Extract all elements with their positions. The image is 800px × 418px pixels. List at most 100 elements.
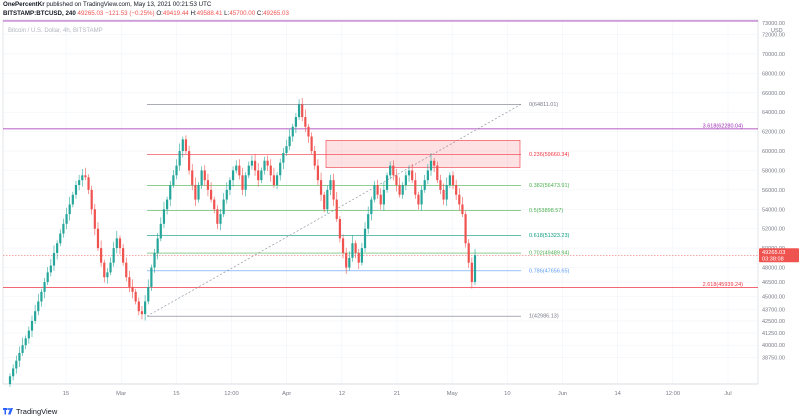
candle-body [461, 204, 464, 215]
candle-body [175, 165, 178, 176]
candle-body [398, 185, 401, 195]
x-tick-label: 15 [173, 391, 179, 397]
price-chart[interactable]: 38750.00 40000.00 41250.00 42500.00 43700.00… [0, 18, 800, 404]
candle-body [451, 175, 455, 186]
candle-body [417, 194, 420, 205]
candle-body [414, 180, 417, 195]
candle-body [184, 139, 188, 152]
candle-body [319, 180, 323, 195]
candle-body [43, 282, 46, 292]
candle-body [370, 199, 373, 215]
currency-label: USD [771, 28, 783, 34]
x-tick-label: 12:00 [666, 391, 681, 397]
candle-body [30, 320, 34, 331]
candle-body [442, 189, 445, 200]
x-tick-label: Jun [558, 391, 567, 397]
candle-body [392, 165, 395, 176]
candle-body [407, 170, 411, 176]
candle-body [109, 262, 112, 273]
candle-body [282, 152, 285, 163]
candle-body [360, 248, 363, 263]
x-tick-label: 21 [394, 391, 400, 397]
candle-body [310, 136, 313, 152]
candle-body [34, 311, 37, 321]
candle-body [84, 175, 87, 178]
y-tick-label: 60000.00 [762, 149, 785, 155]
ohlc-line: BITSTAMP:BTCUSD, 240 49265.03 −121.53 (−… [3, 10, 763, 19]
candle-body [250, 160, 254, 166]
candle-body [238, 165, 241, 176]
price-change: −121.53 (−0.25%) [105, 9, 155, 17]
candle-body [348, 257, 351, 268]
candle-body [137, 301, 140, 312]
candle-body [275, 175, 279, 186]
candle-body [172, 175, 175, 186]
candle-body [134, 291, 137, 302]
candle-body [363, 228, 367, 249]
candle-body [90, 189, 93, 210]
candle-body [106, 272, 109, 278]
candle-body [307, 126, 310, 137]
candle-body [140, 311, 144, 315]
candle-body [288, 136, 291, 147]
candle-body [159, 223, 162, 239]
candle-body [18, 352, 21, 361]
candle-body [181, 139, 184, 152]
x-tick-label: 15 [63, 391, 69, 397]
candle-body [351, 243, 354, 258]
x-tick-label: 12:00 [224, 391, 239, 397]
candle-body [49, 265, 52, 273]
candle-body [122, 248, 125, 263]
candle-body [162, 209, 166, 224]
candle-body [279, 162, 282, 176]
x-tick-label: May [447, 391, 458, 397]
tradingview-logo-icon[interactable] [3, 407, 13, 415]
high-label: H: [190, 9, 197, 17]
candle-body [323, 194, 326, 210]
candle-body [470, 262, 473, 283]
candle-body [62, 223, 65, 234]
candle-body [404, 175, 407, 186]
candle-body [194, 185, 197, 200]
candle-body [8, 376, 12, 384]
candle-body [228, 180, 232, 190]
footer: TradingView [3, 404, 57, 418]
candle-body [467, 243, 470, 263]
candle-body [131, 286, 134, 292]
candle-body [213, 199, 216, 210]
candle-body [46, 272, 49, 283]
candle-body [165, 199, 169, 210]
candle-body [37, 301, 40, 312]
candle-body [335, 199, 338, 219]
fib-extension-label: 3.618(62280.04) [703, 123, 744, 129]
candle-body [81, 175, 84, 181]
resistance-zone [325, 140, 521, 168]
fib-level-label: 0.786(47656.65) [529, 268, 570, 274]
fib-level-label: 0.702(49489.94) [529, 251, 570, 257]
candle-body [52, 252, 56, 266]
candle-body [27, 330, 30, 339]
candle-body [376, 185, 379, 195]
chart-area[interactable]: 38750.00 40000.00 41250.00 42500.00 43700.00… [0, 18, 800, 404]
candle-body [247, 165, 250, 176]
candle-body [272, 175, 276, 186]
author-name[interactable]: OnePercentKr [3, 1, 45, 8]
open-value: 49419.44 [162, 9, 189, 17]
fib-level-label: 0.618(51323.23) [529, 233, 570, 239]
candle-body [178, 151, 181, 166]
candle-body [74, 185, 78, 195]
close-label: C: [256, 9, 264, 17]
y-tick-label: 40000.00 [762, 343, 785, 349]
candle-body [71, 194, 74, 205]
tradingview-brand[interactable]: TradingView [16, 406, 58, 416]
y-tick-label: 72000.00 [762, 33, 785, 39]
candle-body [12, 368, 15, 377]
candle-body [379, 194, 382, 205]
y-tick-label: 54000.00 [762, 207, 785, 213]
candle-body [15, 360, 18, 369]
candle-body [316, 165, 320, 181]
fib-level-label: 0(64811.01) [529, 102, 558, 108]
candle-body [260, 170, 263, 181]
candle-body [304, 117, 307, 127]
candle-body [291, 126, 294, 137]
